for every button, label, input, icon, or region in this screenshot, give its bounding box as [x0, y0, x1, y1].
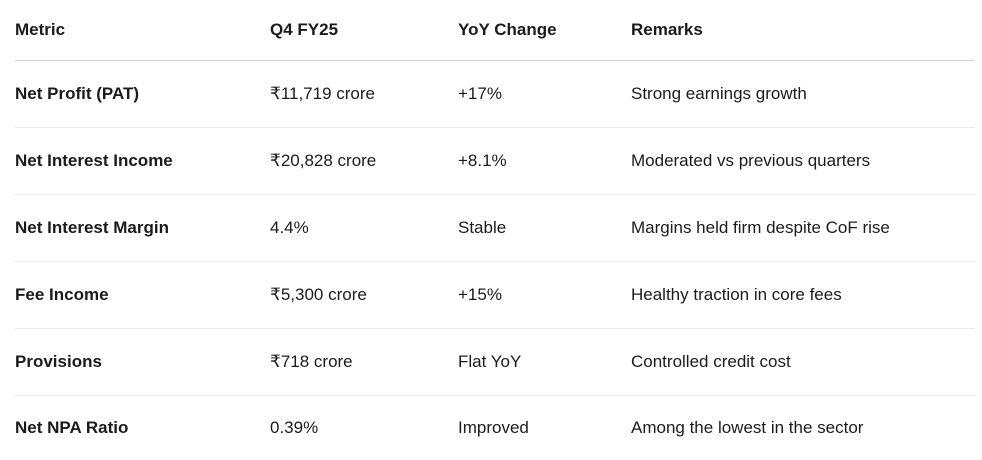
column-header-yoy-change: YoY Change	[458, 19, 557, 39]
table-row: Net Profit (PAT) ₹11,719 crore +17% Stro…	[15, 61, 975, 128]
value-cell: ₹5,300 crore	[270, 284, 367, 304]
yoy-cell: +17%	[458, 83, 502, 103]
table-row: Net NPA Ratio 0.39% Improved Among the l…	[15, 396, 975, 460]
table-row: Net Interest Income ₹20,828 crore +8.1% …	[15, 128, 975, 195]
table-row: Fee Income ₹5,300 crore +15% Healthy tra…	[15, 262, 975, 329]
metric-cell: Provisions	[15, 351, 102, 371]
table-row: Net Interest Margin 4.4% Stable Margins …	[15, 195, 975, 262]
value-cell: ₹20,828 crore	[270, 150, 377, 170]
yoy-cell: Flat YoY	[458, 351, 522, 371]
remarks-cell: Strong earnings growth	[631, 83, 807, 103]
metric-cell: Net Interest Margin	[15, 217, 169, 237]
column-header-metric: Metric	[15, 19, 66, 39]
remarks-cell: Among the lowest in the sector	[631, 417, 864, 437]
remarks-cell: Healthy traction in core fees	[631, 284, 842, 304]
remarks-cell: Moderated vs previous quarters	[631, 150, 871, 170]
value-cell: 4.4%	[270, 217, 309, 237]
column-header-q4-fy25: Q4 FY25	[270, 19, 339, 39]
value-cell: ₹718 crore	[270, 351, 353, 371]
yoy-cell: Stable	[458, 217, 507, 237]
metric-cell: Net NPA Ratio	[15, 417, 129, 437]
column-header-remarks: Remarks	[631, 19, 703, 39]
remarks-cell: Controlled credit cost	[631, 351, 791, 371]
value-cell: ₹11,719 crore	[270, 83, 376, 103]
yoy-cell: Improved	[458, 417, 529, 437]
remarks-cell: Margins held firm despite CoF rise	[631, 217, 890, 237]
metric-cell: Net Profit (PAT)	[15, 83, 140, 103]
yoy-cell: +8.1%	[458, 150, 507, 170]
metric-cell: Fee Income	[15, 284, 109, 304]
financial-metrics-table: Metric Q4 FY25 YoY Change Remarks Net Pr…	[15, 0, 975, 460]
table-header-row: Metric Q4 FY25 YoY Change Remarks	[15, 0, 975, 61]
value-cell: 0.39%	[270, 417, 319, 437]
metric-cell: Net Interest Income	[15, 150, 173, 170]
table-row: Provisions ₹718 crore Flat YoY Controlle…	[15, 329, 975, 396]
yoy-cell: +15%	[458, 284, 502, 304]
